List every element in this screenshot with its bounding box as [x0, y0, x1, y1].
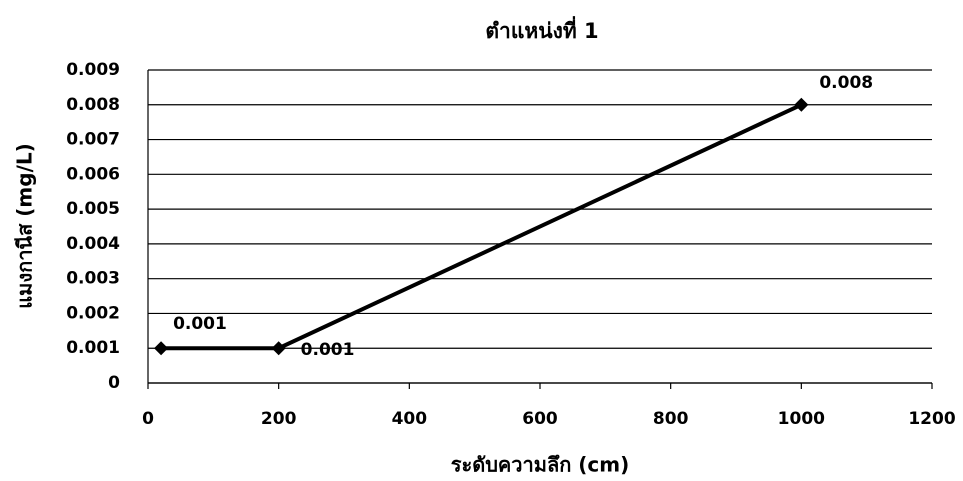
- x-tick-label: 600: [522, 409, 558, 429]
- data-label: 0.001: [173, 314, 227, 334]
- marker: [154, 341, 169, 356]
- x-tick-label: 1200: [908, 409, 955, 429]
- y-axis-title: แมงกานีส (mg/L): [13, 143, 37, 309]
- y-tick-label: 0.004: [66, 234, 120, 254]
- x-tick-label: 800: [653, 409, 689, 429]
- x-tick-label: 1000: [778, 409, 825, 429]
- marker: [794, 97, 809, 112]
- y-tick-label: 0.005: [66, 199, 120, 219]
- x-tick-label: 400: [392, 409, 428, 429]
- y-tick-label: 0.006: [66, 164, 120, 184]
- y-tick-label: 0.002: [66, 303, 120, 323]
- data-label: 0.008: [819, 73, 873, 93]
- y-tick-label: 0.007: [66, 130, 120, 150]
- x-axis-title: ระดับความลึก (cm): [451, 453, 630, 477]
- y-tick-label: 0.003: [66, 269, 120, 289]
- chart-title: ตำแหน่งที่ 1: [485, 15, 598, 43]
- y-tick-label: 0.009: [66, 60, 120, 80]
- y-tick-label: 0.008: [66, 95, 120, 115]
- x-tick-label: 0: [142, 409, 154, 429]
- y-tick-label: 0.001: [66, 338, 120, 358]
- x-tick-label: 200: [261, 409, 297, 429]
- data-label: 0.001: [301, 340, 355, 360]
- y-tick-label: 0: [108, 373, 120, 393]
- marker: [271, 341, 286, 356]
